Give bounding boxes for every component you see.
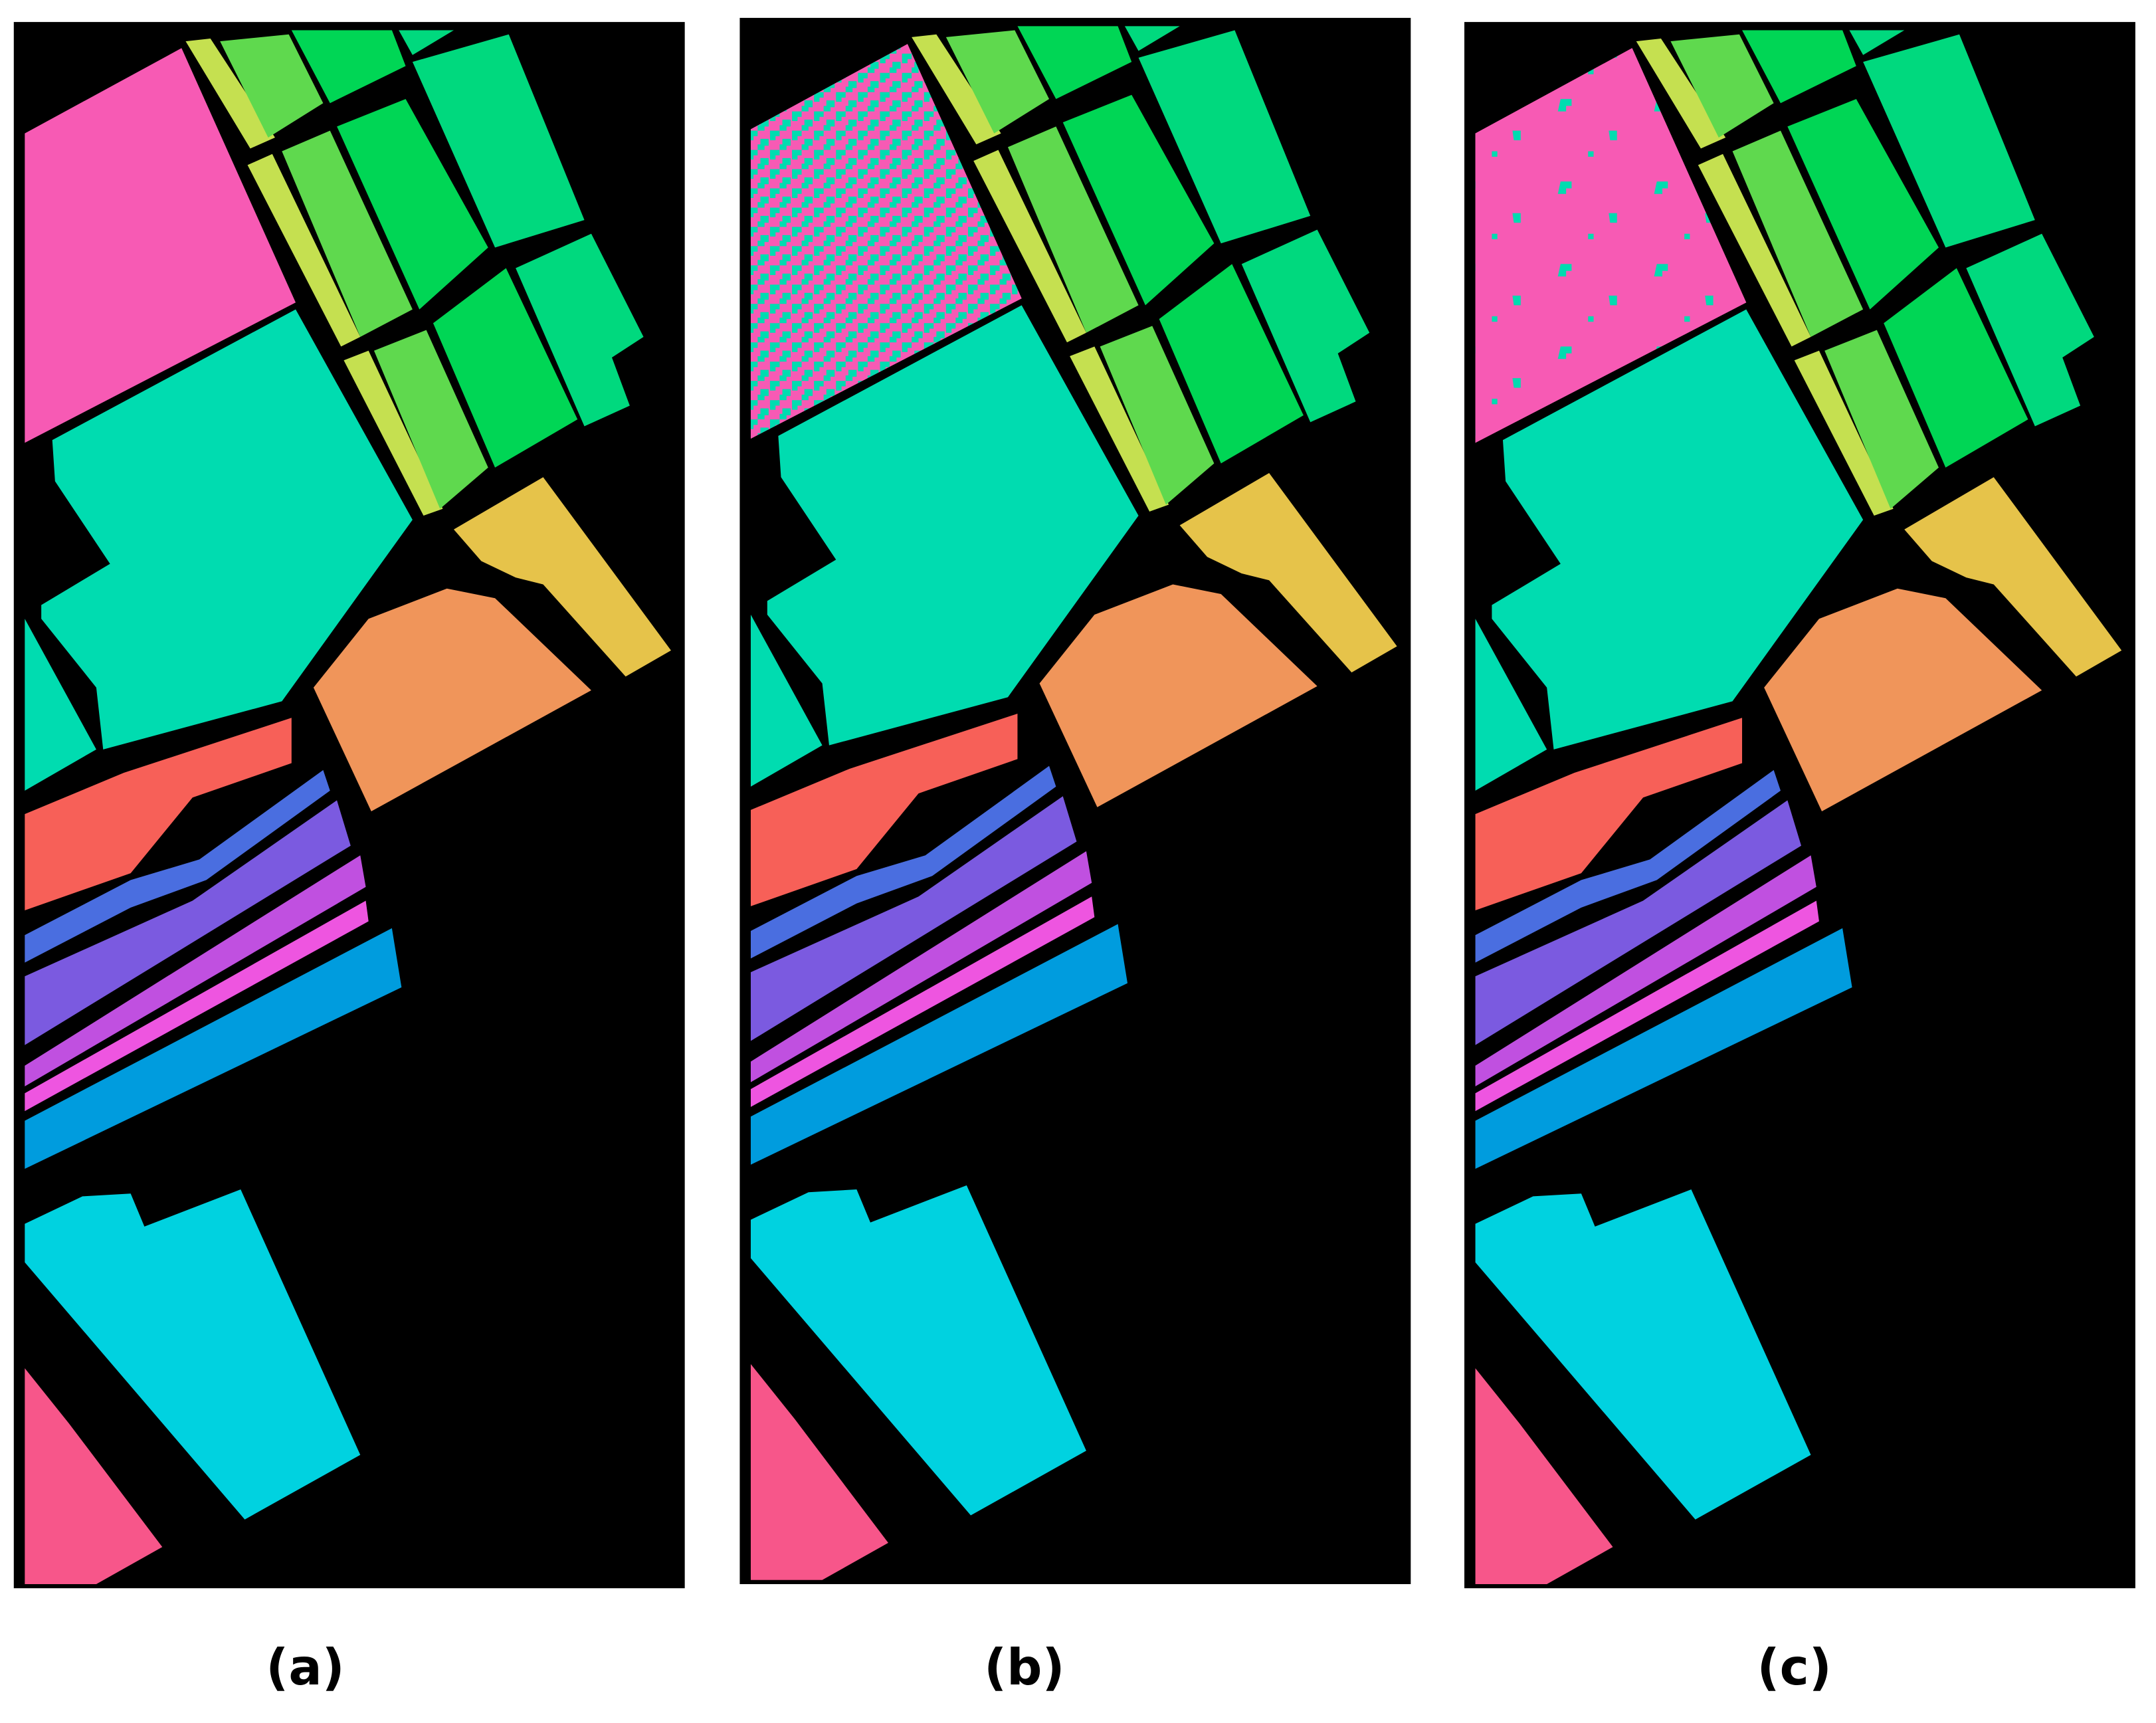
panel-b: [739, 17, 1411, 1584]
panel-c: [1464, 22, 2135, 1589]
panel-label: (a): [266, 1639, 344, 1696]
panel-label: (c): [1757, 1639, 1832, 1696]
panel-label: (b): [984, 1639, 1064, 1696]
panel-a: [13, 22, 685, 1589]
